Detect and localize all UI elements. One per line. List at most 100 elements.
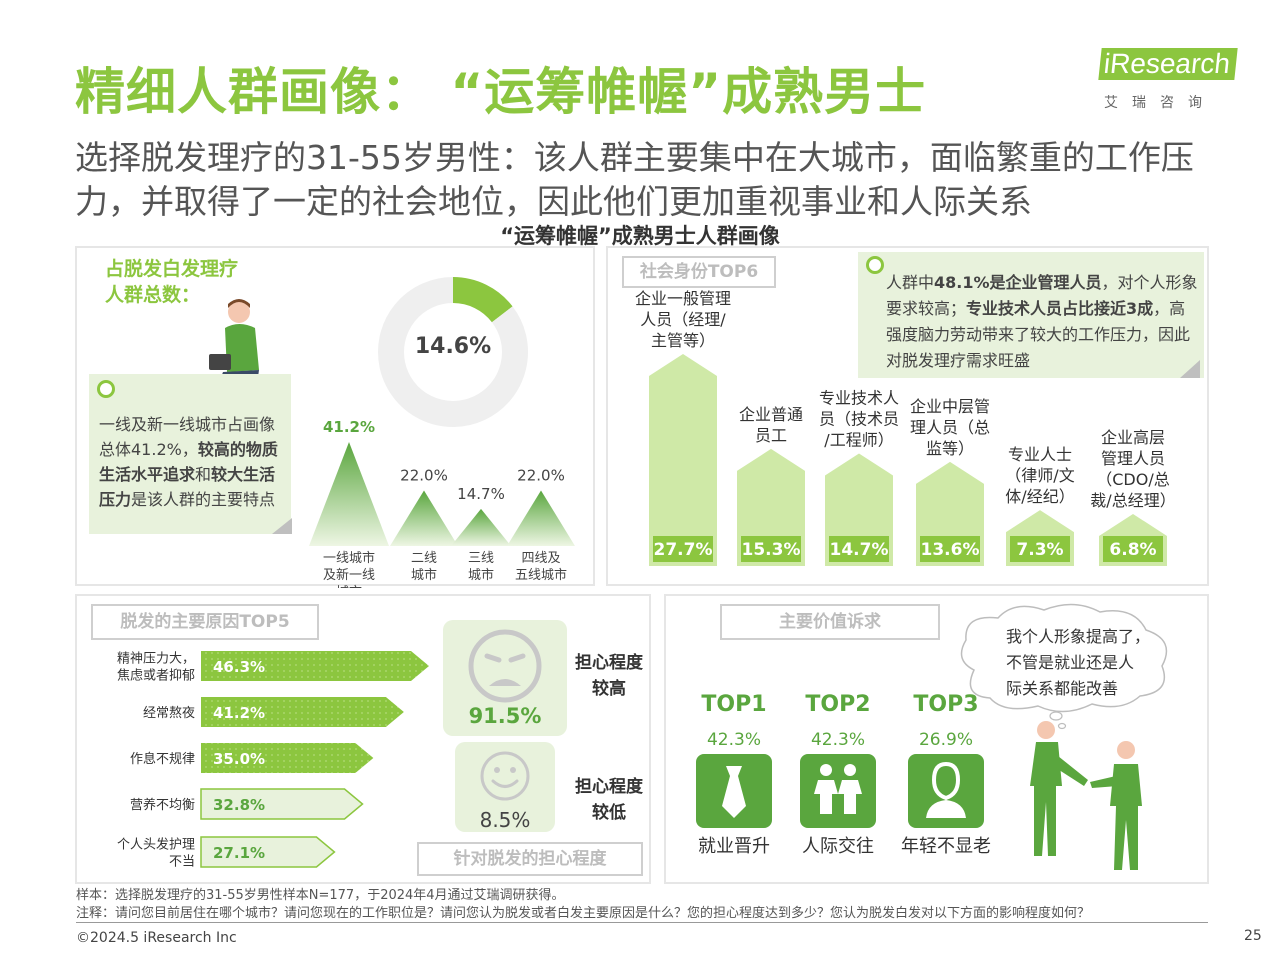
happy-face-icon — [480, 751, 530, 801]
city-mountain — [507, 490, 575, 546]
identity-category-label: 专业技术人 — [819, 388, 899, 407]
top3-name: 年轻不显老 — [901, 836, 991, 857]
identity-value-label: 27.7% — [654, 540, 713, 560]
identity-value-bg — [920, 536, 980, 562]
reason-bar — [201, 743, 374, 773]
thought-bubble — [960, 603, 1168, 730]
worry-high-box — [443, 620, 567, 736]
identity-note-bold-1: 48.1%是企业管理人员 — [934, 273, 1102, 292]
footer-note: 注释：请问您目前居住在哪个城市？请问您现在的工作职位是？请问您认为脱发或者白发主… — [76, 906, 1091, 921]
city-value-label: 14.7% — [457, 485, 505, 503]
donut-slice — [378, 277, 528, 427]
top2-pct: 42.3% — [810, 730, 865, 750]
identity-value-label: 14.7% — [830, 540, 889, 560]
reason-value-label: 41.2% — [213, 704, 265, 722]
footer-sample: 样本：选择脱发理疗的31-55岁男性样本N=177，于2024年4月通过艾瑞调研… — [76, 888, 565, 903]
top2-label: TOP2 — [805, 692, 871, 717]
reason-value-label: 27.1% — [213, 844, 265, 862]
worry-high-label: 担心程度 较高 — [569, 650, 649, 702]
reason-value-label: 35.0% — [213, 750, 265, 768]
worry-caption: 针对脱发的担心程度 — [417, 842, 643, 876]
logo-word: iResearch — [1098, 48, 1238, 80]
handshake-illustration — [1030, 721, 1142, 870]
top3-box — [908, 754, 984, 828]
city-note-text-3: 是该人群的主要特点 — [131, 490, 276, 509]
identity-value-bg — [741, 536, 801, 562]
identity-category-label: 企业一般管理 — [635, 289, 731, 308]
reason-bar — [200, 788, 364, 820]
reason-bar — [201, 651, 429, 681]
city-category-label: 四线及 — [521, 551, 560, 566]
top1-pct: 42.3% — [706, 730, 761, 750]
appeal-header: 主要价值诉求 — [720, 604, 940, 640]
identity-value-bg — [829, 536, 889, 562]
identity-category-label: 企业高层 — [1101, 428, 1165, 447]
reason-value-label: 46.3% — [213, 658, 265, 676]
sad-face-icon — [468, 629, 542, 703]
city-category-label: 五线城市 — [515, 567, 567, 583]
identity-category-label: /工程师） — [824, 430, 893, 449]
reason-category-label: 焦虑或者抑郁 — [117, 669, 195, 684]
worry-low-label-1: 担心程度 — [575, 777, 643, 797]
identity-category-label: 监等） — [926, 439, 974, 458]
top3-pct: 26.9% — [918, 730, 973, 750]
worry-high-label-1: 担心程度 — [575, 653, 643, 673]
bubble-text: 我个人形象提高了， 不管是就业还是人 际关系都能改善 — [1006, 624, 1166, 702]
identity-note-text-1: 人群中 — [886, 273, 935, 292]
city-note-text-2: 和 — [195, 465, 212, 484]
reason-category-label: 经常熬夜 — [143, 705, 195, 721]
city-note-bold-2: 较大生活压力 — [99, 465, 276, 509]
city-note-box — [89, 374, 291, 534]
top1-label: TOP1 — [701, 692, 767, 717]
worry-low-label: 担心程度 较低 — [569, 774, 649, 826]
city-heading-line-2: 人群总数： — [105, 284, 201, 306]
reasons-header: 脱发的主要原因TOP5 — [91, 604, 319, 640]
top2-box — [800, 754, 876, 828]
fold-corner — [272, 518, 292, 534]
logo-cn: 艾瑞咨询 — [1104, 95, 1216, 111]
identity-header: 社会身份TOP6 — [622, 256, 776, 288]
identity-bar — [649, 354, 717, 566]
identity-note-bold-2: 专业技术人员占比接近3成 — [966, 299, 1154, 318]
page-subtitle: 选择脱发理疗的31-55岁男性：该人群主要集中在大城市，面临繁重的工作压力，并取… — [75, 138, 1194, 221]
identity-category-label: 主管等） — [651, 331, 715, 350]
circle-icon — [866, 256, 884, 274]
city-heading: 占脱发白发理疗 人群总数： — [105, 256, 238, 308]
city-panel: 占脱发白发理疗 人群总数： 一线及新一线城市占画像总体41.2%，较高的物质生活… — [75, 246, 595, 588]
page-title: 精细人群画像： “运筹帷幄”成熟男士 — [75, 63, 927, 121]
identity-category-label: 管理人员 — [1101, 449, 1165, 468]
reason-value-label: 32.8% — [213, 796, 265, 814]
city-category-label: 三线 — [468, 551, 494, 566]
bubble-line-3: 际关系都能改善 — [1006, 679, 1119, 698]
reason-category-label: 个人头发护理 — [117, 837, 195, 853]
identity-category-label: 体/经纪） — [1005, 487, 1074, 506]
reasons-chart: 46.3% 精神压力大， 焦虑或者抑郁 41.2% 经常熬夜 35.0% 作息不规律 32.8… — [117, 651, 429, 870]
people-icon — [814, 764, 862, 814]
city-chart: 41.2%一线城市及新一线城市22.0%二线城市14.7%三线城市22.0%四线… — [309, 418, 575, 588]
identity-value-bg — [1010, 536, 1070, 562]
reason-category-label: 作息不规律 — [130, 751, 195, 767]
city-mountain — [309, 442, 389, 546]
city-category-label: 城市 — [411, 567, 437, 583]
city-heading-line-1: 占脱发白发理疗 — [105, 258, 239, 280]
reason-category-label: 精神压力大， — [117, 652, 195, 667]
section-title: “运筹帷幄”成熟男士人群画像 — [500, 224, 780, 248]
identity-note-text-2: ，对个人形象要求较高； — [886, 273, 1198, 318]
copyright: ©2024.5 iResearch Inc — [76, 930, 237, 946]
worry-high-label-2: 较高 — [592, 679, 626, 699]
circle-icon — [97, 380, 115, 398]
city-category-label: 城市 — [336, 584, 362, 588]
top2-name: 人际交往 — [802, 836, 874, 857]
fold-corner — [1180, 360, 1200, 378]
iresearch-logo: iResearch 艾瑞咨询 — [1098, 44, 1240, 116]
appeal-panel: 主要价值诉求 我个人形象提高了， 不管是就业还是人 际关系都能改善 TOP1 4… — [664, 594, 1209, 884]
identity-category-label: 企业中层管 — [910, 397, 990, 416]
identity-category-label: （CDO/总 — [1096, 470, 1169, 489]
identity-category-label: 裁/总经理） — [1090, 491, 1175, 510]
identity-category-label: （律师/文 — [1005, 466, 1074, 485]
identity-chart: 27.7% 企业一般管理 人员（经理/主管等） 15.3% 企业普通 员工 14.7% 专业技… — [608, 248, 1211, 588]
identity-note: 人群中48.1%是企业管理人员，对个人形象要求较高；专业技术人员占比接近3成，高… — [886, 270, 1198, 374]
identity-category-label: 专业人士 — [1008, 445, 1072, 464]
identity-panel: 社会身份TOP6 人群中48.1%是企业管理人员，对个人形象要求较高；专业技术人… — [606, 246, 1209, 586]
reason-bar — [200, 836, 336, 868]
